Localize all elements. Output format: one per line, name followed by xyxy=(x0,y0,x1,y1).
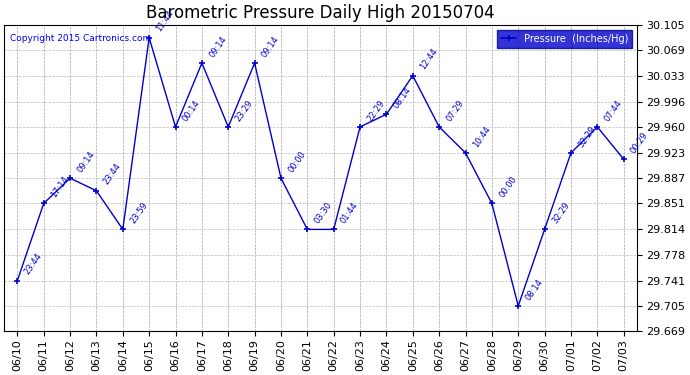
Text: 22:29: 22:29 xyxy=(366,98,386,123)
Text: 32:29: 32:29 xyxy=(550,201,571,225)
Text: Copyright 2015 Cartronics.com: Copyright 2015 Cartronics.com xyxy=(10,34,152,43)
Text: 09:14: 09:14 xyxy=(76,149,97,174)
Text: 00:00: 00:00 xyxy=(286,149,308,174)
Text: 10:44: 10:44 xyxy=(471,124,492,149)
Text: 09:14: 09:14 xyxy=(208,34,228,59)
Text: 00:00: 00:00 xyxy=(497,175,518,199)
Legend: Pressure  (Inches/Hg): Pressure (Inches/Hg) xyxy=(497,30,632,48)
Text: 00:14: 00:14 xyxy=(181,98,202,123)
Text: 11:44: 11:44 xyxy=(155,9,176,34)
Text: 07:44: 07:44 xyxy=(603,98,624,123)
Text: 23:44: 23:44 xyxy=(102,162,123,187)
Title: Barometric Pressure Daily High 20150704: Barometric Pressure Daily High 20150704 xyxy=(146,4,495,22)
Text: 07:29: 07:29 xyxy=(444,98,466,123)
Text: 32:29: 32:29 xyxy=(577,124,598,149)
Text: 23:44: 23:44 xyxy=(23,252,44,276)
Text: 01:44: 01:44 xyxy=(339,201,360,225)
Text: 03:30: 03:30 xyxy=(313,200,334,225)
Text: 23:29: 23:29 xyxy=(234,98,255,123)
Text: 12:44: 12:44 xyxy=(418,47,440,72)
Text: 17:14: 17:14 xyxy=(49,174,70,199)
Text: 08:14: 08:14 xyxy=(524,277,545,302)
Text: 08:14: 08:14 xyxy=(392,86,413,110)
Text: 09:14: 09:14 xyxy=(260,34,281,59)
Text: 23:59: 23:59 xyxy=(128,201,150,225)
Text: 00:29: 00:29 xyxy=(629,130,650,155)
